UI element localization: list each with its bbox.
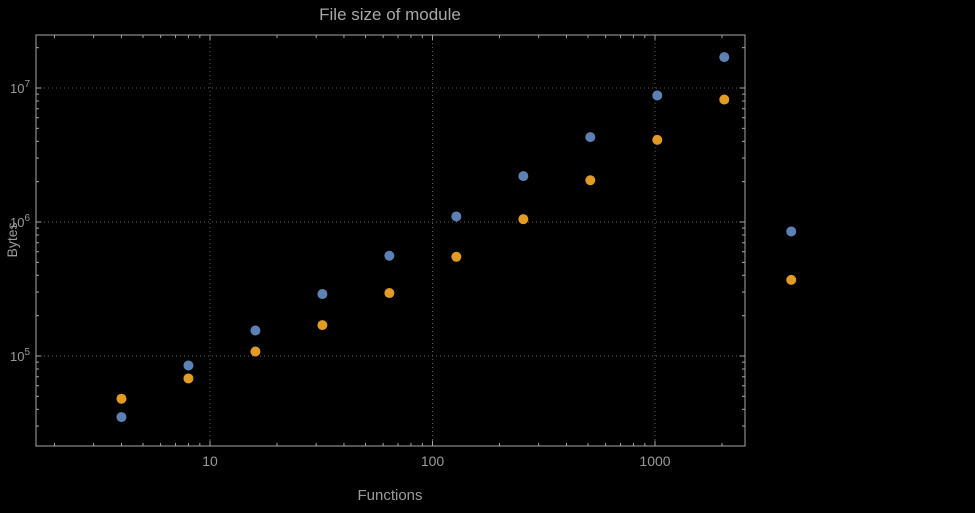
x-tick-label: 1000 — [639, 453, 670, 469]
data-point-orange — [183, 373, 194, 384]
data-point-orange — [250, 346, 261, 357]
data-point-orange — [719, 94, 730, 105]
data-point-blue — [652, 90, 663, 101]
data-point-blue — [250, 325, 261, 336]
data-point-blue — [116, 412, 127, 423]
x-axis-label: Functions — [357, 487, 423, 504]
data-point-blue — [183, 360, 194, 371]
chart-title: File size of module — [319, 5, 461, 24]
data-point-orange — [384, 288, 395, 299]
data-point-blue — [786, 226, 797, 237]
plot-frame — [35, 34, 746, 447]
data-point-blue — [585, 132, 596, 143]
x-tick-label: 10 — [202, 453, 218, 469]
data-point-orange — [786, 274, 797, 285]
data-point-orange — [116, 393, 127, 404]
data-point-orange — [317, 320, 328, 331]
data-point-orange — [652, 134, 663, 145]
data-point-blue — [384, 250, 395, 261]
y-tick-label: 107 — [10, 79, 30, 96]
y-tick-label: 105 — [10, 347, 30, 364]
data-point-blue — [317, 289, 328, 300]
data-point-orange — [518, 214, 529, 225]
data-point-blue — [451, 211, 462, 222]
y-tick-label: 106 — [10, 213, 30, 230]
x-tick-label: 100 — [421, 453, 445, 469]
data-point-blue — [518, 171, 529, 182]
data-point-orange — [585, 175, 596, 186]
data-point-orange — [451, 251, 462, 262]
y-axis-label: Bytes — [4, 222, 20, 258]
data-point-blue — [719, 52, 730, 63]
